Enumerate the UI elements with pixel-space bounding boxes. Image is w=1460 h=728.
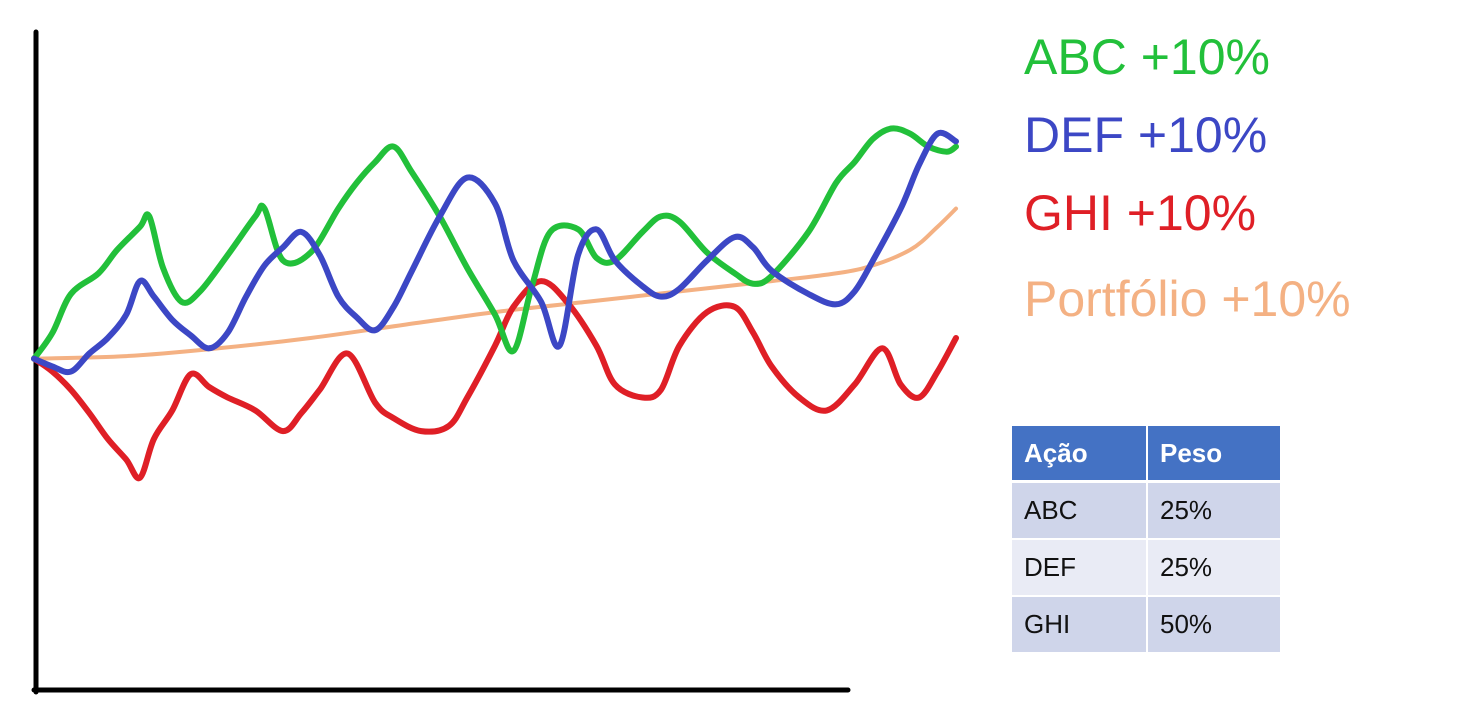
header-acao: Ação: [1012, 426, 1148, 483]
weights-table: Ação Peso ABC 25% DEF 25% GHI 50%: [1012, 426, 1282, 654]
table-cell: ABC: [1012, 481, 1148, 540]
series-line-ghi: [31, 278, 959, 482]
legend-entry-abc: ABC +10%: [1024, 29, 1270, 85]
table-cell: GHI: [1012, 596, 1148, 654]
table-row: GHI 50%: [1012, 596, 1282, 654]
series-line-def: [31, 129, 959, 376]
legend-entry-ghi: GHI +10%: [1024, 185, 1257, 241]
legend-entry-def: DEF +10%: [1024, 107, 1268, 163]
table-cell: 50%: [1147, 596, 1282, 654]
legend-entry-portfolio: Portfólio +10%: [1024, 271, 1351, 327]
table-row: DEF 25%: [1012, 539, 1282, 597]
table-cell: 25%: [1147, 539, 1282, 597]
series-layer: [31, 125, 959, 482]
table-header-row: Ação Peso: [1012, 426, 1282, 483]
header-peso: Peso: [1147, 426, 1282, 483]
table-cell: 25%: [1147, 481, 1282, 540]
series-line-portfolio: [32, 206, 958, 361]
series-line-abc: [31, 125, 959, 362]
legend: ABC +10% DEF +10% GHI +10% Portfólio +10…: [1024, 18, 1351, 338]
table-row: ABC 25%: [1012, 481, 1282, 540]
table-cell: DEF: [1012, 539, 1148, 597]
